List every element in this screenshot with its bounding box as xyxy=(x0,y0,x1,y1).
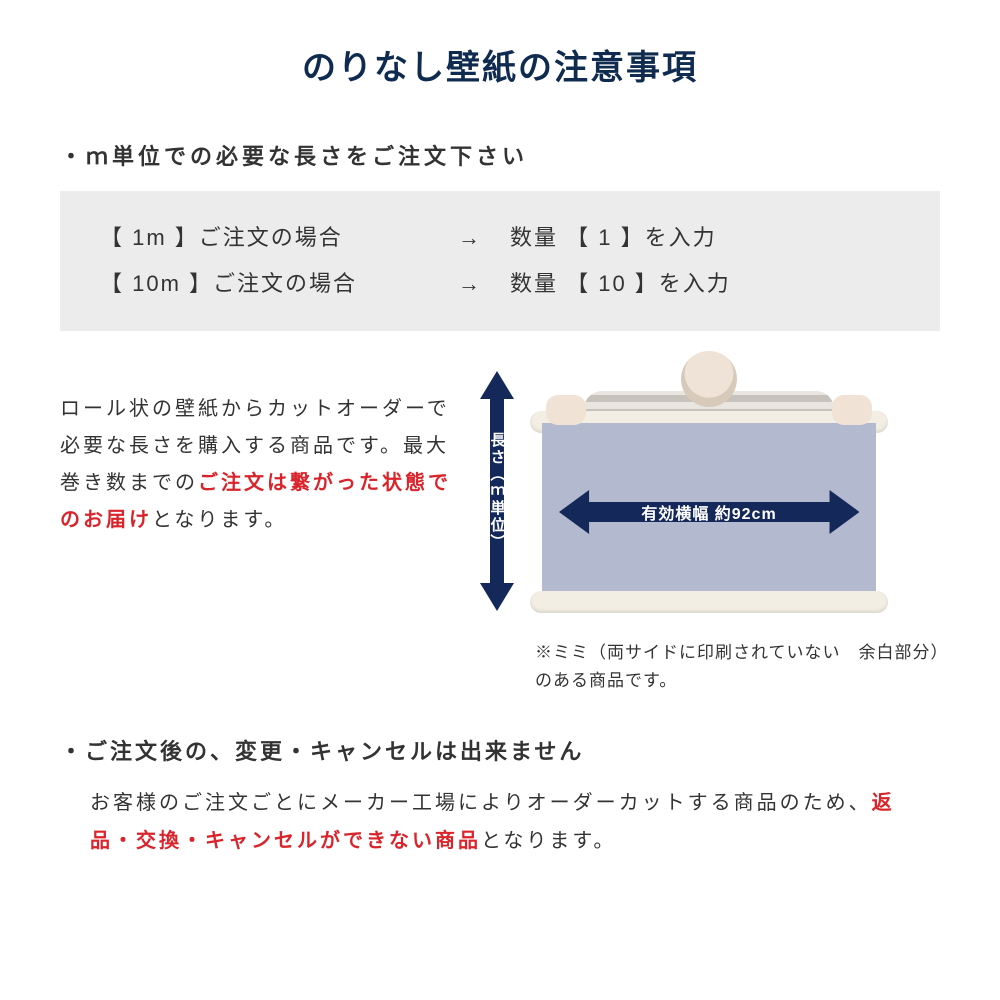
section2-heading: ・ご注文後の、変更・キャンセルは出来ません xyxy=(60,734,940,766)
order-right: 数量 【 10 】を入力 xyxy=(510,261,900,307)
person-head xyxy=(681,351,737,407)
arrow-right-icon: → xyxy=(430,215,510,261)
page-title: のりなし壁紙の注意事項 xyxy=(60,40,940,89)
body-pre: お客様のご注文ごとにメーカー工場によりオーダーカットする商品のため、 xyxy=(90,792,872,814)
vertical-arrow-label: 長さ（ｍ単位） xyxy=(487,432,508,551)
body-post: となります。 xyxy=(481,830,616,852)
section2-body: お客様のご注文ごとにメーカー工場によりオーダーカットする商品のため、返品・交換・… xyxy=(60,784,940,860)
mid-section: ロール状の壁紙からカットオーダーで必要な長さを購入する商品です。最大巻き数までの… xyxy=(60,361,940,693)
horizontal-arrow-label: 有効横幅 約92cm xyxy=(641,500,776,524)
diagram: 長さ（ｍ単位） 有効横幅 約92cm xyxy=(480,361,940,621)
desc-post: となります。 xyxy=(152,509,287,531)
wallpaper-roll-illustration: 有効横幅 約92cm xyxy=(524,361,894,621)
order-left: 【 10m 】ご注文の場合 xyxy=(100,261,430,307)
order-row: 【 1m 】ご注文の場合 → 数量 【 1 】を入力 xyxy=(100,215,900,261)
vertical-arrow-icon: 長さ（ｍ単位） xyxy=(480,371,514,611)
order-row: 【 10m 】ご注文の場合 → 数量 【 10 】を入力 xyxy=(100,261,900,307)
order-example-box: 【 1m 】ご注文の場合 → 数量 【 1 】を入力 【 10m 】ご注文の場合… xyxy=(60,191,940,331)
order-left: 【 1m 】ご注文の場合 xyxy=(100,215,430,261)
diagram-area: 長さ（ｍ単位） 有効横幅 約92cm xyxy=(480,361,940,693)
arrow-right-icon: → xyxy=(430,261,510,307)
section1-heading: ・ｍ単位での必要な長さをご注文下さい xyxy=(60,139,940,171)
description-text: ロール状の壁紙からカットオーダーで必要な長さを購入する商品です。最大巻き数までの… xyxy=(60,361,460,693)
order-right: 数量 【 1 】を入力 xyxy=(510,215,900,261)
horizontal-arrow-icon: 有効横幅 約92cm xyxy=(559,490,860,534)
hand-left xyxy=(546,395,586,425)
roll-bottom xyxy=(530,591,888,613)
diagram-footnote: ※ミミ（両サイドに印刷されていない 余白部分）のある商品です。 xyxy=(480,639,940,693)
hand-right xyxy=(832,395,872,425)
wallpaper-sheet: 有効横幅 約92cm xyxy=(542,423,876,601)
